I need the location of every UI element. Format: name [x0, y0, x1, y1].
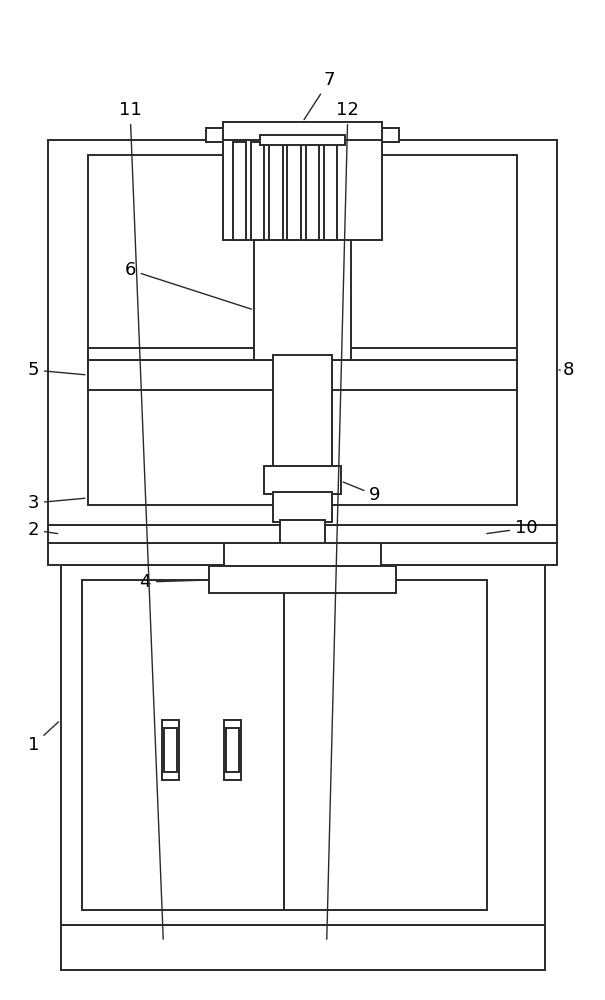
- Bar: [284, 580, 487, 910]
- Bar: [254, 140, 351, 360]
- Bar: [162, 720, 179, 780]
- Text: 1: 1: [28, 722, 59, 754]
- Bar: [88, 155, 517, 505]
- Text: 10: 10: [487, 519, 538, 537]
- Bar: [209, 566, 396, 593]
- Text: 4: 4: [139, 573, 206, 591]
- Text: 2: 2: [27, 521, 57, 539]
- Bar: [60, 925, 544, 970]
- Bar: [306, 142, 319, 240]
- Bar: [82, 580, 284, 910]
- Bar: [280, 520, 325, 545]
- Text: 11: 11: [119, 101, 163, 939]
- Bar: [60, 565, 544, 925]
- Text: 7: 7: [304, 71, 336, 120]
- Text: 6: 6: [125, 261, 252, 309]
- Text: 12: 12: [327, 101, 359, 939]
- Bar: [164, 728, 177, 772]
- Bar: [260, 135, 345, 145]
- Bar: [287, 142, 301, 240]
- Bar: [273, 355, 332, 470]
- Text: 9: 9: [343, 482, 381, 504]
- Bar: [206, 128, 399, 142]
- Bar: [88, 348, 517, 360]
- Bar: [233, 142, 246, 240]
- Bar: [223, 140, 382, 240]
- Bar: [226, 728, 239, 772]
- Bar: [264, 466, 341, 494]
- Text: 8: 8: [559, 361, 574, 379]
- Bar: [324, 142, 337, 240]
- Text: 5: 5: [27, 361, 85, 379]
- Bar: [269, 142, 283, 240]
- Bar: [251, 142, 264, 240]
- Bar: [88, 360, 517, 390]
- Text: 3: 3: [27, 494, 85, 512]
- Bar: [273, 492, 332, 522]
- Bar: [48, 525, 557, 543]
- Bar: [223, 122, 382, 142]
- Bar: [224, 720, 241, 780]
- Bar: [224, 543, 381, 568]
- Bar: [48, 543, 557, 565]
- Bar: [48, 140, 557, 525]
